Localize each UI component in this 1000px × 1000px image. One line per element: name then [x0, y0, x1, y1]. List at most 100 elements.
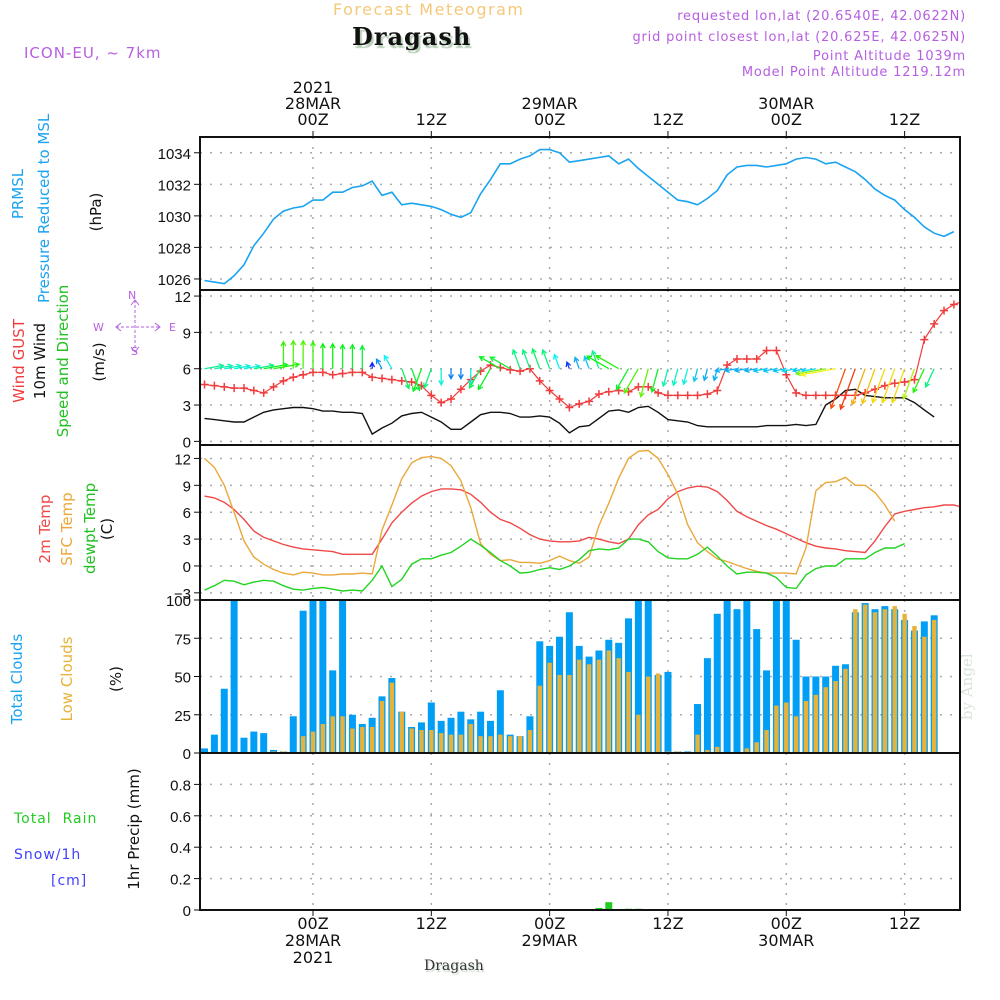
wind-gust-marker	[792, 388, 801, 397]
total-cloud-bar	[496, 690, 504, 753]
y-tick-label: 1034	[158, 146, 191, 163]
total-cloud-bar	[713, 613, 721, 753]
wind-gust-marker	[703, 390, 712, 399]
time-axis-label-line: 28MAR	[284, 94, 342, 113]
y-tick-label: 50	[174, 670, 191, 687]
total-cloud-bar	[250, 731, 258, 753]
wind-direction-arrow	[339, 343, 346, 369]
y-tick-label: 25	[174, 708, 191, 725]
low-cloud-bar	[655, 673, 661, 753]
wind-direction-arrow	[401, 368, 411, 390]
wind-direction-arrow	[319, 342, 326, 369]
total-cloud-bar	[723, 600, 731, 753]
low-cloud-bar	[557, 674, 562, 753]
low-cloud-bar	[577, 659, 582, 753]
wind-gust-marker	[397, 376, 406, 385]
wind-direction-arrow	[552, 353, 561, 369]
wind-gust-marker	[811, 391, 820, 400]
model-point-altitude: Model Point Altitude 1219.12m	[741, 65, 966, 80]
y-tick-label: 0.4	[170, 840, 191, 857]
time-axis-label-line: 30MAR	[758, 931, 815, 950]
total-cloud-bar	[457, 711, 465, 753]
wind-gust-marker	[723, 361, 732, 370]
wind-direction-arrow	[521, 348, 531, 369]
wind-gust-marker	[220, 382, 229, 391]
wind-direction-arrow	[638, 368, 649, 399]
wind-direction-arrow	[489, 356, 511, 370]
time-axis-label-line: 00Z	[297, 110, 329, 129]
wind-gust-marker	[456, 385, 465, 394]
low-cloud-bar	[754, 742, 759, 753]
total-cloud-bar	[220, 688, 228, 753]
y-tick-label: 1030	[158, 209, 191, 226]
compass-n: N	[128, 289, 137, 302]
low-cloud-bar	[646, 676, 651, 753]
total-cloud-bar	[319, 600, 327, 753]
y-tick-label: 3	[183, 398, 191, 415]
total-cloud-bar	[763, 670, 771, 753]
wind-direction-arrow	[924, 368, 935, 389]
low-cloud-bar	[793, 716, 799, 753]
time-axis-label-line: 29MAR	[521, 931, 578, 950]
wind-direction-arrow	[383, 354, 393, 370]
time-axis-label-line: 29MAR	[521, 94, 578, 113]
y-tick-label: 0	[183, 746, 191, 763]
time-axis-label: 2021 28MAR 00Z	[285, 80, 341, 128]
wind-direction-arrow	[349, 343, 356, 369]
time-axis-label-line: 28MAR	[284, 931, 342, 950]
compass-w: W	[93, 321, 104, 334]
wind-direction-arrow	[369, 361, 376, 369]
wind-direction-arrow	[881, 368, 896, 404]
wind-direction-arrow	[411, 368, 423, 393]
wind-direction-arrow	[871, 368, 886, 404]
wind-gust-marker	[318, 368, 327, 377]
low-cloud-bar	[448, 734, 454, 753]
low-cloud-bar	[596, 659, 602, 753]
wind-direction-arrow	[375, 358, 383, 370]
wind-gust-marker	[200, 380, 209, 389]
low-cloud-bar	[527, 730, 533, 753]
wind-gust-marker	[821, 391, 830, 400]
pressure-line	[204, 148, 955, 285]
wind-gust-marker	[575, 399, 584, 408]
total-cloud-bar	[289, 716, 297, 753]
wind-gust-marker	[249, 386, 258, 395]
meteogram-title: Forecast Meteogram	[333, 0, 525, 19]
point-altitude: Point Altitude 1039m	[812, 49, 966, 64]
low-cloud-bar	[695, 734, 700, 753]
low-cloud-bar	[429, 730, 434, 753]
total-cloud-bar	[427, 702, 435, 753]
y-tick-label: 100	[166, 593, 191, 610]
wind-direction-arrow	[794, 368, 826, 377]
total-cloud-bar	[210, 734, 218, 753]
low-cloud-bar	[478, 736, 483, 753]
low-cloud-bar	[300, 736, 306, 753]
wind-direction-arrow	[671, 368, 679, 387]
compass-e: E	[169, 321, 176, 334]
wind-gust-marker	[594, 390, 603, 399]
panel-frame	[199, 752, 961, 911]
y-tick-label: 1026	[158, 272, 191, 289]
wind-direction-arrow	[273, 361, 301, 370]
low-cloud-bar	[379, 700, 385, 753]
wind-gust-marker	[742, 355, 751, 364]
total-cloud-bar	[299, 610, 307, 753]
wind-gust-marker	[900, 378, 909, 387]
low-cloud-bar	[586, 664, 592, 753]
wind-gust-marker	[673, 391, 682, 400]
total-cloud-bar	[201, 748, 209, 753]
wind-direction-arrow	[860, 368, 876, 405]
wind-direction-arrow	[511, 348, 521, 369]
wind-direction-arrow	[573, 356, 580, 369]
total-cloud-bar	[240, 737, 248, 753]
time-axis-label-line: 12Z	[415, 110, 447, 129]
wind-direction-arrow	[623, 368, 639, 395]
wind-gust-marker	[447, 394, 456, 403]
y-tick-label: 0.8	[170, 777, 191, 794]
wind-direction-arrow	[438, 368, 445, 387]
low-cloud-bar	[902, 613, 907, 753]
y-tick-label: 9	[183, 325, 191, 342]
wind-gust-marker	[910, 375, 919, 384]
wind-gust-marker	[279, 376, 288, 385]
wind-gust-marker	[752, 355, 761, 364]
